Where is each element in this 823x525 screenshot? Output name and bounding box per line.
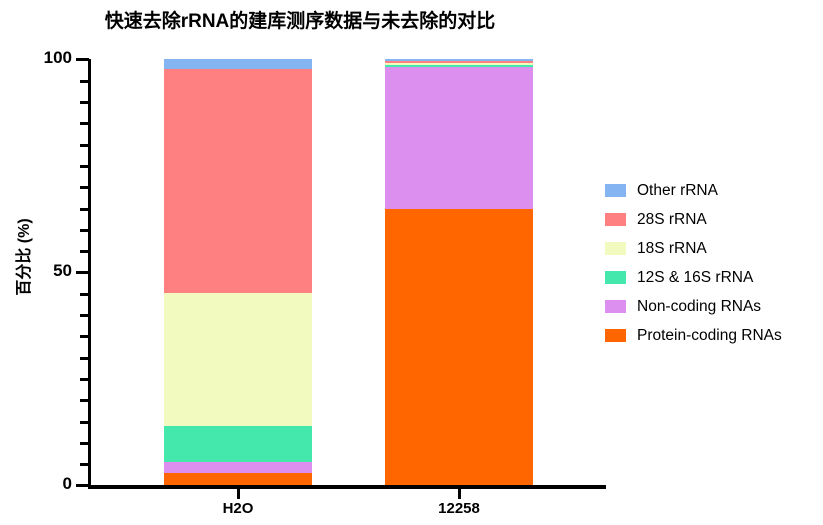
bar-segment[interactable] bbox=[164, 462, 312, 474]
y-minor-tick-10 bbox=[80, 442, 89, 445]
chart-legend: Other rRNA 28S rRNA 18S rRNA 12S & 16S rRNA… bbox=[605, 176, 823, 350]
y-minor-tick-55 bbox=[80, 250, 89, 253]
legend-swatch-icon bbox=[605, 271, 626, 284]
bar-segment[interactable] bbox=[164, 59, 312, 70]
chart-title: 快速去除rRNA的建库测序数据与未去除的对比 bbox=[104, 11, 496, 32]
legend-label: 18S rRNA bbox=[637, 239, 707, 257]
y-minor-tick-5 bbox=[80, 463, 89, 466]
y-tick-label-50: 50 bbox=[53, 261, 72, 280]
legend-label: 12S & 16S rRNA bbox=[637, 268, 754, 286]
legend-swatch-icon bbox=[605, 242, 626, 255]
y-minor-tick-85 bbox=[80, 122, 89, 125]
legend-item[interactable]: Non-coding RNAs bbox=[605, 292, 823, 321]
bar-segment[interactable] bbox=[164, 426, 312, 462]
bar-segment[interactable] bbox=[164, 293, 312, 427]
y-tick-label-0: 0 bbox=[62, 474, 72, 493]
bar-segment[interactable] bbox=[385, 59, 533, 62]
y-minor-tick-15 bbox=[80, 421, 89, 424]
bar-12258[interactable] bbox=[385, 59, 533, 485]
bar-h2o[interactable] bbox=[164, 59, 312, 485]
legend-label: Other rRNA bbox=[637, 181, 718, 199]
x-tick-label-h2o: H2O bbox=[222, 500, 254, 517]
x-axis-line bbox=[88, 485, 606, 489]
bar-segment[interactable] bbox=[385, 61, 533, 64]
y-minor-tick-40 bbox=[80, 314, 89, 317]
bar-segment[interactable] bbox=[164, 69, 312, 294]
y-minor-tick-30 bbox=[80, 357, 89, 360]
x-tick-h2o bbox=[237, 489, 240, 499]
y-minor-tick-45 bbox=[80, 293, 89, 296]
legend-label: 28S rRNA bbox=[637, 210, 707, 228]
y-axis-title: 百分比 (%) bbox=[16, 218, 33, 296]
legend-swatch-icon bbox=[605, 329, 626, 342]
y-axis-line bbox=[88, 59, 91, 486]
legend-item[interactable]: 18S rRNA bbox=[605, 234, 823, 263]
y-tick-0 bbox=[76, 484, 89, 487]
y-minor-tick-20 bbox=[80, 399, 89, 402]
y-minor-tick-80 bbox=[80, 144, 89, 147]
y-tick-label-100: 100 bbox=[43, 48, 72, 67]
bar-segment[interactable] bbox=[164, 473, 312, 485]
y-minor-tick-25 bbox=[80, 378, 89, 381]
bar-segment[interactable] bbox=[385, 64, 533, 68]
legend-label: Non-coding RNAs bbox=[637, 297, 762, 315]
y-minor-tick-65 bbox=[80, 208, 89, 211]
legend-item[interactable]: 12S & 16S rRNA bbox=[605, 263, 823, 292]
legend-item[interactable]: Protein-coding RNAs bbox=[605, 321, 823, 350]
y-minor-tick-35 bbox=[80, 335, 89, 338]
x-tick-label-12258: 12258 bbox=[438, 500, 480, 517]
y-tick-50 bbox=[76, 271, 89, 274]
legend-swatch-icon bbox=[605, 184, 626, 197]
y-tick-100 bbox=[76, 58, 89, 61]
legend-label: Protein-coding RNAs bbox=[637, 326, 782, 344]
legend-swatch-icon bbox=[605, 213, 626, 226]
y-minor-tick-95 bbox=[80, 80, 89, 83]
legend-item[interactable]: 28S rRNA bbox=[605, 205, 823, 234]
bar-segment[interactable] bbox=[385, 63, 533, 65]
legend-item[interactable]: Other rRNA bbox=[605, 176, 823, 205]
y-minor-tick-75 bbox=[80, 165, 89, 168]
legend-swatch-icon bbox=[605, 300, 626, 313]
y-minor-tick-60 bbox=[80, 229, 89, 232]
bar-segment[interactable] bbox=[385, 208, 533, 485]
y-minor-tick-70 bbox=[80, 186, 89, 189]
y-minor-tick-90 bbox=[80, 101, 89, 104]
x-tick-12258 bbox=[458, 489, 461, 499]
bar-segment[interactable] bbox=[385, 67, 533, 209]
